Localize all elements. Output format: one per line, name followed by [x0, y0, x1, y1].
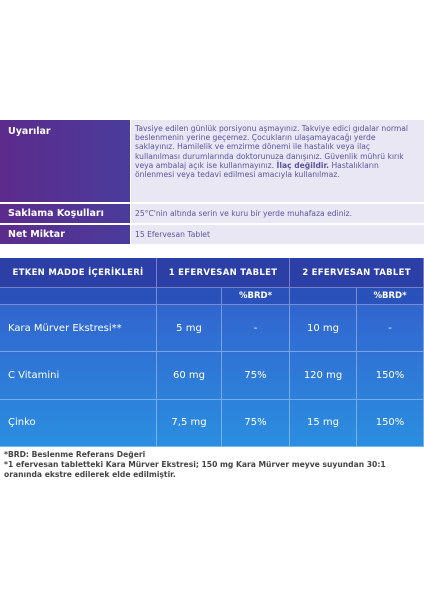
row-label: C Vitamini [0, 352, 157, 400]
cell: - [357, 305, 424, 353]
amount-label: Net Miktar [0, 225, 130, 244]
blank-cell [0, 288, 157, 305]
cell: 150% [357, 352, 424, 400]
text: Hastalıkların önlenmesi veya tedavi edil… [135, 160, 379, 180]
footnote: *BRD: Beslenme Referans Değeri [4, 450, 146, 459]
cell: 7,5 mg [157, 399, 222, 447]
cell: 10 mg [290, 305, 357, 353]
blank-cell [290, 288, 357, 305]
header: 1 EFERVESAN TABLET [157, 258, 290, 288]
cell: 15 mg [290, 399, 357, 447]
cell: 75% [222, 352, 290, 400]
amount-text: 15 Efervesan Tablet [131, 225, 424, 244]
cell: 150% [357, 399, 424, 447]
row-label: Kara Mürver Ekstresi** [0, 305, 157, 353]
bold-text: İlaç değildir. [276, 160, 330, 170]
warnings-label: Uyarılar [0, 120, 130, 202]
storage-text: 25°C'nin altında serin ve kuru bir yerde… [131, 204, 424, 223]
header: 2 EFERVESAN TABLET [290, 258, 424, 288]
blank-cell [157, 288, 222, 305]
subheader: %BRD* [357, 288, 424, 305]
cell: - [222, 305, 290, 353]
cell: 75% [222, 399, 290, 447]
footnote: *1 efervesan tabletteki Kara Mürver Ekst… [4, 460, 386, 479]
header: ETKEN MADDE İÇERİKLERİ [0, 258, 157, 288]
cell: 60 mg [157, 352, 222, 400]
cell: 120 mg [290, 352, 357, 400]
text: Tavsiye edilen günlük porsiyonu aşmayını… [135, 124, 409, 170]
nutrition-table: ETKEN MADDE İÇERİKLERİ 1 EFERVESAN TABLE… [0, 258, 424, 447]
row-label: Çinko [0, 399, 157, 447]
warnings-text: Tavsiye edilen günlük porsiyonu aşmayını… [131, 120, 424, 202]
cell: 5 mg [157, 305, 222, 353]
storage-label: Saklama Koşulları [0, 204, 130, 223]
subheader: %BRD* [222, 288, 290, 305]
